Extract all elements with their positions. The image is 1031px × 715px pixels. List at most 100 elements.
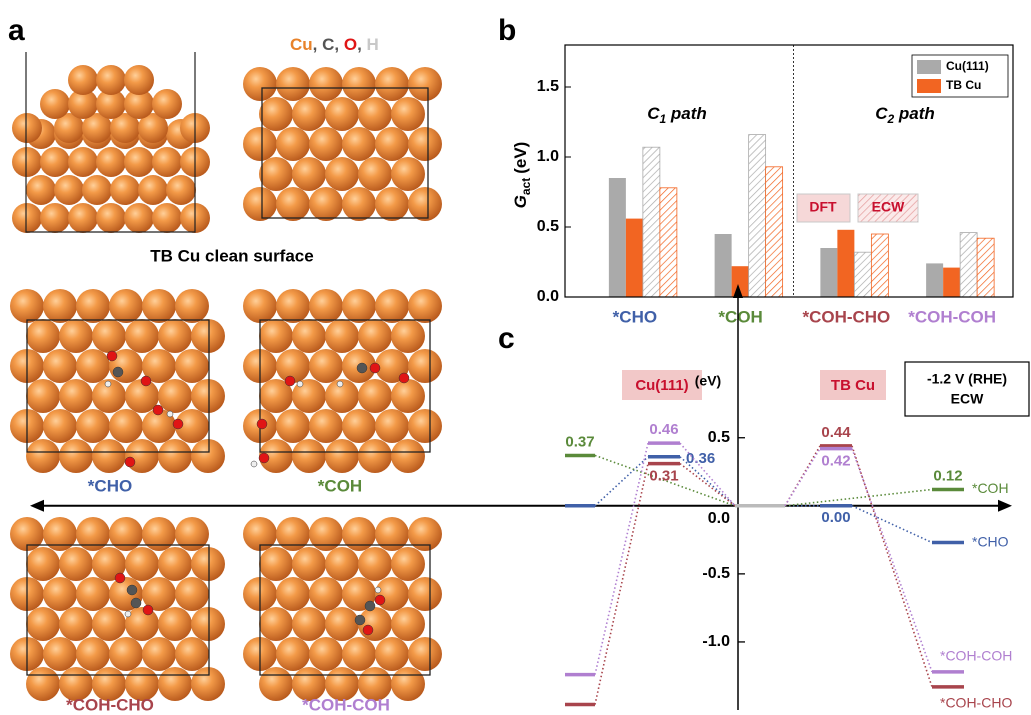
adsorbate-label: *CHO [88, 476, 132, 495]
legend-label: TB Cu [946, 78, 981, 92]
cu-atom [375, 289, 409, 323]
y-tick-label: 0.0 [708, 510, 730, 527]
cu-atom [391, 667, 425, 701]
cu-atom [158, 319, 192, 353]
separator: , [313, 35, 322, 54]
cu-atom [375, 517, 409, 551]
adsorbate-atom [125, 611, 131, 617]
cu-atom [43, 349, 77, 383]
cu-atom [325, 607, 359, 641]
cu-atom [408, 349, 442, 383]
cu-atom [26, 319, 60, 353]
cu-atom [243, 289, 277, 323]
cu-atom [26, 175, 56, 205]
cu-atom [43, 409, 77, 443]
bar-ecw [643, 147, 660, 297]
cu-atom [142, 289, 176, 323]
cu-atom [391, 97, 425, 131]
adsorbate-atom [363, 625, 373, 635]
value-label: 0.00 [821, 509, 850, 526]
y-tick-label: 0.5 [537, 218, 559, 235]
cu-atom [375, 637, 409, 671]
adsorbate-atom [131, 598, 141, 608]
cu-atom [43, 289, 77, 323]
x-tick-label: *COH [718, 307, 762, 326]
cu-atom [391, 439, 425, 473]
cu-atom [259, 547, 293, 581]
cu-atom [408, 127, 442, 161]
cu-atom [276, 577, 310, 611]
cu-atom [138, 175, 168, 205]
value-label: 0.36 [686, 450, 715, 467]
cu-atom [342, 289, 376, 323]
adsorbate-atom [251, 461, 257, 467]
adsorbate-atom [365, 601, 375, 611]
connector [595, 443, 648, 674]
separator: , [357, 35, 366, 54]
cu-atom [76, 349, 110, 383]
adsorbate-atom [375, 595, 385, 605]
value-label: 0.12 [933, 467, 962, 484]
connector [852, 506, 932, 543]
y-axis-label: (eV) [695, 373, 721, 389]
cu-atom [68, 65, 98, 95]
cu-atom [175, 349, 209, 383]
cu-atom [92, 319, 126, 353]
adsorbate-atom [257, 419, 267, 429]
connector [595, 457, 648, 506]
adsorbate-atom [259, 453, 269, 463]
bar-dft [820, 248, 837, 297]
connector [680, 464, 735, 506]
bar-ecw [854, 252, 871, 297]
cu-atom [109, 637, 143, 671]
legend-label: Cu(111) [946, 59, 989, 73]
cu-atom [276, 409, 310, 443]
cu-atom [391, 607, 425, 641]
element-symbol: O [344, 35, 357, 54]
cu-atom [68, 203, 98, 233]
cu-atom [191, 439, 225, 473]
cu-atom [325, 157, 359, 191]
connector [785, 446, 820, 506]
y-tick-label: -0.5 [702, 565, 730, 582]
cu-atom [96, 65, 126, 95]
cu-atom [292, 157, 326, 191]
cu-atom [259, 607, 293, 641]
y-label-subscript: act [519, 178, 533, 195]
cu-atom [358, 97, 392, 131]
cu-atom [59, 439, 93, 473]
bar-dft [715, 234, 732, 297]
adsorbate-atom [167, 411, 173, 417]
annotation-text: path [894, 104, 935, 123]
cu-atom [243, 187, 277, 221]
cu-atom [276, 517, 310, 551]
cu-atom [292, 547, 326, 581]
bar-ecw [660, 188, 677, 297]
cu-atom [358, 157, 392, 191]
cu-atom [358, 547, 392, 581]
x-tick-label: *CHO [613, 307, 657, 326]
cu-atom [309, 187, 343, 221]
cu-atom [109, 409, 143, 443]
cu-atom [109, 289, 143, 323]
cu-atom [110, 175, 140, 205]
adsorbate-atom [375, 587, 381, 593]
cu-atom [309, 67, 343, 101]
cu-atom [26, 607, 60, 641]
method-label: DFT [809, 199, 837, 215]
adsorbate-atom [337, 381, 343, 387]
cu-atom [26, 379, 60, 413]
cu-atom [68, 147, 98, 177]
axis-arrow [30, 500, 44, 512]
series-label: *COH [972, 480, 1009, 496]
series-label: *COH-COH [940, 648, 1012, 664]
cu-atom [125, 547, 159, 581]
cu-atom [259, 319, 293, 353]
cu-atom [26, 667, 60, 701]
cu-atom [259, 667, 293, 701]
cu-atom [391, 379, 425, 413]
connector [785, 449, 820, 506]
cu-atom [12, 203, 42, 233]
figure: a b c TB Cu clean surface DFT ECW Cu(111… [0, 0, 1031, 715]
cu-atom [152, 89, 182, 119]
